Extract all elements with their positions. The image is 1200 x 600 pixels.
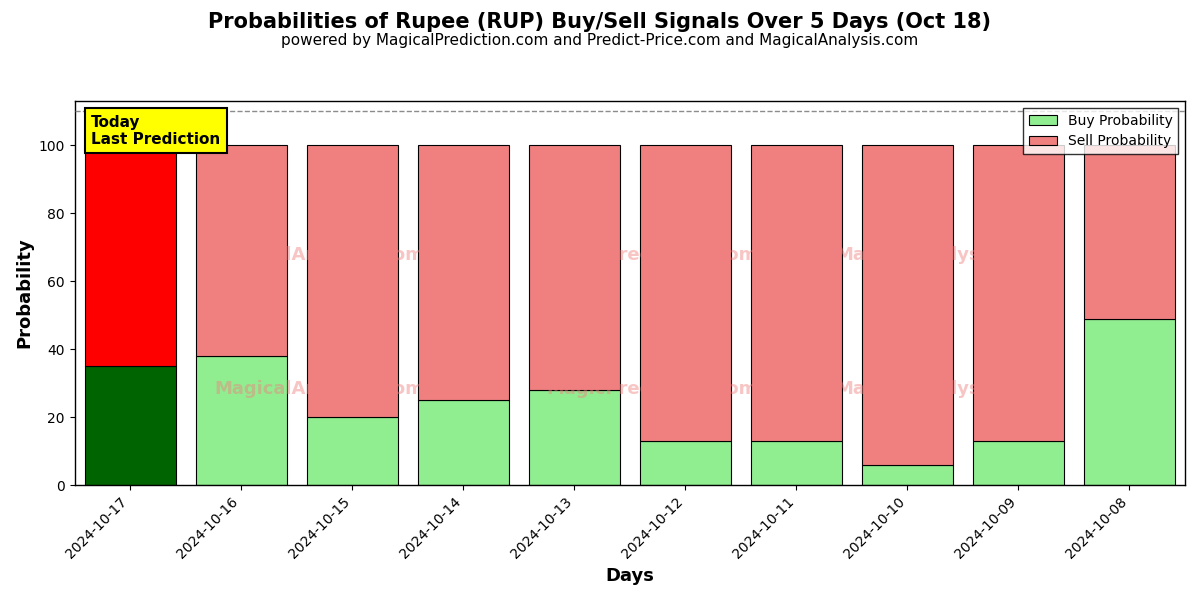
- Bar: [751, 441, 842, 485]
- Bar: [751, 145, 842, 441]
- Bar: [307, 145, 397, 417]
- Text: powered by MagicalPrediction.com and Predict-Price.com and MagicalAnalysis.com: powered by MagicalPrediction.com and Pre…: [281, 33, 919, 48]
- Text: MagicalAnalysis.com: MagicalAnalysis.com: [835, 245, 1045, 263]
- Bar: [529, 145, 620, 390]
- Bar: [640, 145, 731, 441]
- Bar: [196, 145, 287, 356]
- Bar: [1084, 319, 1175, 485]
- Bar: [529, 390, 620, 485]
- Text: Today
Last Prediction: Today Last Prediction: [91, 115, 221, 147]
- Text: Probabilities of Rupee (RUP) Buy/Sell Signals Over 5 Days (Oct 18): Probabilities of Rupee (RUP) Buy/Sell Si…: [209, 12, 991, 32]
- Text: MagicalAnalysis.com: MagicalAnalysis.com: [214, 245, 424, 263]
- Bar: [418, 145, 509, 400]
- Bar: [85, 366, 175, 485]
- Bar: [1084, 145, 1175, 319]
- Y-axis label: Probability: Probability: [16, 238, 34, 349]
- Text: MagicalAnalysis.com: MagicalAnalysis.com: [214, 380, 424, 398]
- Bar: [85, 145, 175, 366]
- X-axis label: Days: Days: [605, 567, 654, 585]
- Bar: [862, 465, 953, 485]
- Bar: [973, 145, 1064, 441]
- Bar: [973, 441, 1064, 485]
- Text: MagicPrediction.com: MagicPrediction.com: [546, 245, 757, 263]
- Bar: [196, 356, 287, 485]
- Text: MagicPrediction.com: MagicPrediction.com: [546, 380, 757, 398]
- Bar: [640, 441, 731, 485]
- Text: MagicalAnalysis.com: MagicalAnalysis.com: [835, 380, 1045, 398]
- Bar: [307, 417, 397, 485]
- Bar: [862, 145, 953, 465]
- Legend: Buy Probability, Sell Probability: Buy Probability, Sell Probability: [1024, 108, 1178, 154]
- Bar: [418, 400, 509, 485]
